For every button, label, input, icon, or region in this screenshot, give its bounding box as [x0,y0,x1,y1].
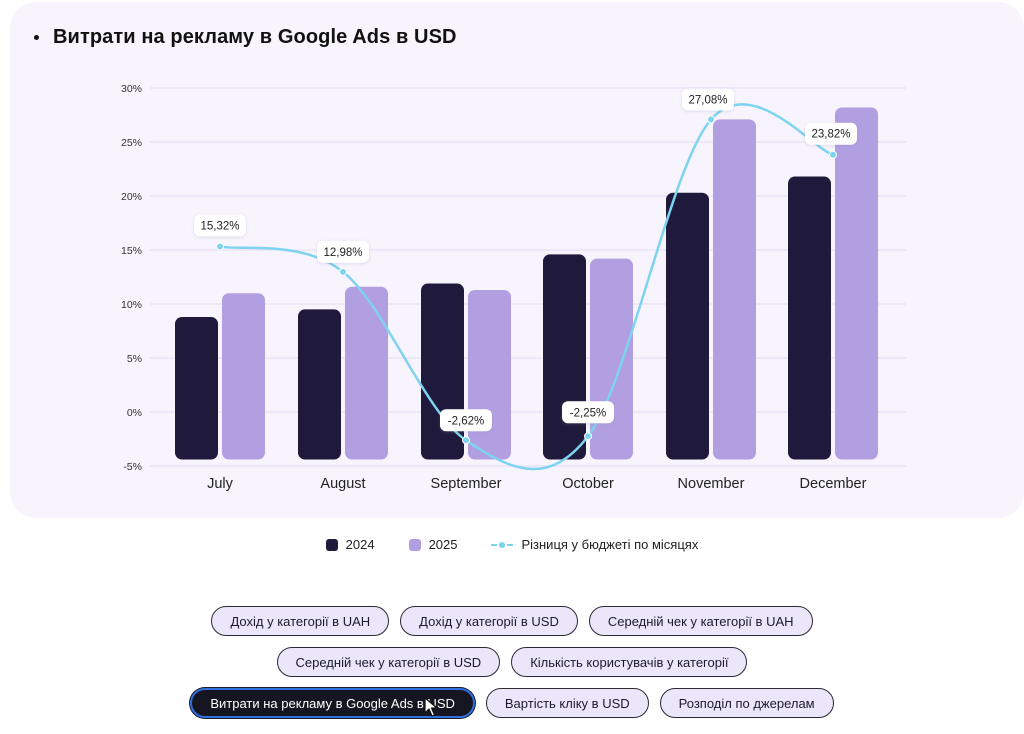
button-row: Середній чек у категорії в USD Кількість… [0,647,1024,677]
bar-2024-december [788,176,831,460]
chart-title: Витрати на рекламу в Google Ads в USD [34,26,457,49]
bar-2025-october [590,258,633,460]
x-tick-label: July [207,476,234,492]
data-label-text: 23,82% [811,129,850,141]
data-label-text: -2,25% [570,407,606,419]
difference-point [339,267,347,276]
bar-line-chart: 30% 25% 20% 15% 10% 5% 0% -5% 15,32% 12,98% -2,62… [121,83,906,492]
y-tick-label: 5% [127,353,142,365]
legend-item-difference: Різниця у бюджеті по місяцях [491,537,698,552]
difference-point [584,432,592,441]
data-label: 23,82% [805,122,857,145]
bar-2024-august [298,309,341,460]
avg-check-uah-button[interactable]: Середній чек у категорії в UAH [588,606,813,636]
difference-point [707,115,715,124]
bar-2025-september [468,289,511,460]
data-label-bg [194,214,246,237]
data-label-bg [440,409,492,432]
revenue-uah-button[interactable]: Дохід у категорії в UAH [211,606,390,636]
bar-2025-november [713,119,756,460]
button-row: Дохід у категорії в UAH Дохід у категорі… [0,606,1024,636]
y-tick-label: 30% [121,83,142,95]
revenue-usd-button[interactable]: Дохід у категорії в USD [400,606,578,636]
y-tick-label: 10% [121,299,142,311]
chart-legend: 2024 2025 Різниця у бюджеті по місяцях [0,537,1024,552]
data-label-bg [682,88,734,111]
button-row: Витрати на рекламу в Google Ads в USD Ва… [0,688,1024,718]
cost-per-click-button[interactable]: Вартість кліку в USD [485,688,649,718]
data-label: 12,98% [317,240,369,263]
data-label-bg [562,401,614,424]
users-count-button[interactable]: Кількість користувачів у категорії [511,647,748,677]
difference-point [462,436,470,445]
legend-swatch-2025 [408,538,421,551]
data-label-text: -2,62% [448,415,484,427]
difference-point [829,150,837,159]
legend-label: Різниця у бюджеті по місяцях [521,537,699,552]
x-tick-label: September [431,476,502,492]
legend-label: 2024 [345,537,375,552]
bar-2025-december [835,107,878,460]
traffic-sources-button[interactable]: Розподіл по джерелам [659,688,834,718]
data-label: -2,62% [440,409,492,432]
legend-item-2024: 2024 [325,537,375,552]
bar-2025-august [345,286,388,460]
mouse-pointer-icon [424,697,438,717]
bar-2024-october [543,254,586,460]
bullet-icon [34,35,39,40]
x-tick-label: December [800,476,867,492]
avg-check-usd-button[interactable]: Середній чек у категорії в USD [276,647,501,677]
legend-item-2025: 2025 [408,537,458,552]
y-tick-label: -5% [123,461,142,473]
x-tick-label: August [320,476,365,492]
bar-2024-november [666,192,709,460]
legend-label: 2025 [428,537,458,552]
data-label: 27,08% [682,88,734,111]
difference-point [216,242,224,251]
google-ads-spend-button[interactable]: Витрати на рекламу в Google Ads в USD [190,688,475,718]
data-label-bg [805,122,857,145]
dashed-line-icon [491,539,514,551]
data-label: 15,32% [194,214,246,237]
legend-swatch-2024 [325,538,338,551]
metric-buttons: Дохід у категорії в UAH Дохід у категорі… [0,606,1024,729]
y-tick-label: 15% [121,245,142,257]
x-tick-label: November [678,476,745,492]
y-tick-label: 25% [121,137,142,149]
chart-title-text: Витрати на рекламу в Google Ads в USD [53,26,457,48]
y-tick-label: 20% [121,191,142,203]
x-tick-label: October [562,476,614,492]
bar-2024-july [175,316,218,460]
data-label-text: 12,98% [323,247,362,259]
data-label-text: 27,08% [688,95,727,107]
data-label-text: 15,32% [200,221,239,233]
data-label: -2,25% [562,401,614,424]
y-tick-label: 0% [127,407,142,419]
bar-2025-july [222,293,265,460]
data-label-bg [317,240,369,263]
